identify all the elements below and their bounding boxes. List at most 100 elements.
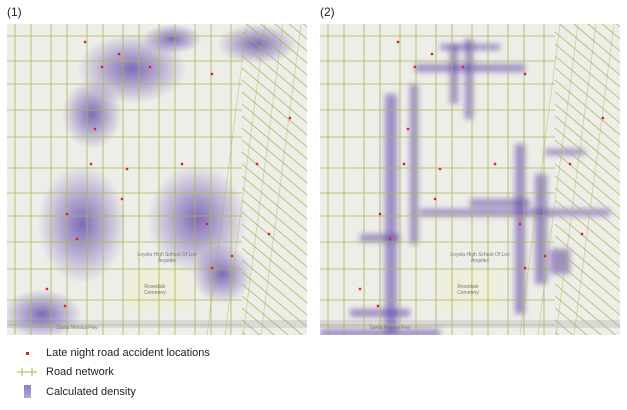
accident-point[interactable] xyxy=(396,40,400,44)
density-segment xyxy=(410,84,418,244)
road xyxy=(554,295,602,335)
accident-point[interactable] xyxy=(205,222,209,226)
road xyxy=(554,211,620,268)
accident-point[interactable] xyxy=(402,162,406,166)
density-map-network[interactable]: Loyola High School Of Los Angeles Roseda… xyxy=(320,24,620,335)
school-label: Loyola High School Of Los Angeles xyxy=(450,252,510,264)
road xyxy=(241,127,307,184)
road xyxy=(241,223,307,280)
accident-point[interactable] xyxy=(63,304,67,308)
map-canvas xyxy=(320,24,620,335)
accident-point[interactable] xyxy=(358,287,362,291)
density-segment xyxy=(470,199,530,207)
road-network xyxy=(320,24,620,335)
road xyxy=(554,31,620,88)
road xyxy=(241,79,307,136)
accident-point[interactable] xyxy=(493,162,497,166)
road xyxy=(241,91,307,148)
road xyxy=(615,24,620,28)
road xyxy=(601,24,620,40)
road xyxy=(241,319,261,335)
road xyxy=(554,247,620,304)
road xyxy=(241,283,303,335)
accident-points xyxy=(45,40,292,308)
road xyxy=(554,55,620,112)
accident-point[interactable] xyxy=(568,162,572,166)
road xyxy=(241,151,307,208)
accident-point[interactable] xyxy=(518,222,522,226)
accident-point[interactable] xyxy=(45,287,49,291)
road xyxy=(554,103,620,160)
legend-item-roads: Road network xyxy=(14,366,114,378)
road xyxy=(288,24,307,40)
accident-point[interactable] xyxy=(543,254,547,258)
road xyxy=(241,307,275,335)
accident-point[interactable] xyxy=(523,72,527,76)
road xyxy=(587,24,620,52)
density-map-kernel[interactable]: Loyola High School Of Los Angeles Roseda… xyxy=(7,24,307,335)
cemetery-label: Rosedale Cemetery xyxy=(457,284,479,296)
road xyxy=(241,211,307,268)
road xyxy=(559,24,620,76)
accident-point[interactable] xyxy=(601,116,605,120)
road xyxy=(554,187,620,244)
accident-point[interactable] xyxy=(388,237,392,241)
accident-point[interactable] xyxy=(210,266,214,270)
accident-point[interactable] xyxy=(461,65,465,69)
density-blob xyxy=(192,244,252,304)
road xyxy=(241,31,307,88)
density-blob xyxy=(217,24,297,64)
accident-point[interactable] xyxy=(430,52,434,56)
accident-point[interactable] xyxy=(433,197,437,201)
road xyxy=(554,235,620,292)
accident-point[interactable] xyxy=(376,304,380,308)
road xyxy=(241,235,307,292)
freeway xyxy=(320,320,620,328)
accident-point[interactable] xyxy=(378,212,382,216)
road xyxy=(554,163,620,220)
cemetery-area xyxy=(127,269,187,311)
accident-point[interactable] xyxy=(89,162,93,166)
map-canvas xyxy=(7,24,307,335)
road xyxy=(241,43,307,100)
accident-point[interactable] xyxy=(413,65,417,69)
accident-point[interactable] xyxy=(210,72,214,76)
road xyxy=(554,127,620,184)
legend-roads-label: Road network xyxy=(46,366,114,378)
accident-point[interactable] xyxy=(230,254,234,258)
accident-point[interactable] xyxy=(406,127,410,131)
road xyxy=(224,24,266,335)
accident-point[interactable] xyxy=(288,116,292,120)
accident-point[interactable] xyxy=(267,232,271,236)
road xyxy=(554,259,620,316)
accident-point[interactable] xyxy=(100,65,104,69)
accident-point[interactable] xyxy=(93,127,97,131)
density-blob xyxy=(62,79,122,149)
density-blob xyxy=(37,164,127,284)
accident-point[interactable] xyxy=(65,212,69,216)
density-blob xyxy=(7,289,82,335)
accident-point[interactable] xyxy=(523,266,527,270)
panel-1-title: (1) xyxy=(7,5,22,19)
accident-point[interactable] xyxy=(255,162,259,166)
road xyxy=(554,223,620,280)
accident-point[interactable] xyxy=(120,197,124,201)
freeway-label: Santa Monica Fwy xyxy=(369,325,411,331)
accident-point[interactable] xyxy=(580,232,584,236)
accident-point[interactable] xyxy=(117,52,121,56)
road xyxy=(274,24,307,52)
road xyxy=(554,91,620,148)
accident-point[interactable] xyxy=(438,167,442,171)
accident-point[interactable] xyxy=(83,40,87,44)
road xyxy=(554,175,620,232)
accident-point[interactable] xyxy=(125,167,129,171)
density-segment xyxy=(385,94,397,334)
road xyxy=(554,67,620,124)
accident-point[interactable] xyxy=(148,65,152,69)
road xyxy=(241,115,307,172)
accident-point[interactable] xyxy=(75,237,79,241)
freeway xyxy=(7,320,307,328)
density-segment xyxy=(535,174,547,284)
accident-point[interactable] xyxy=(180,162,184,166)
accident-points xyxy=(358,40,605,308)
